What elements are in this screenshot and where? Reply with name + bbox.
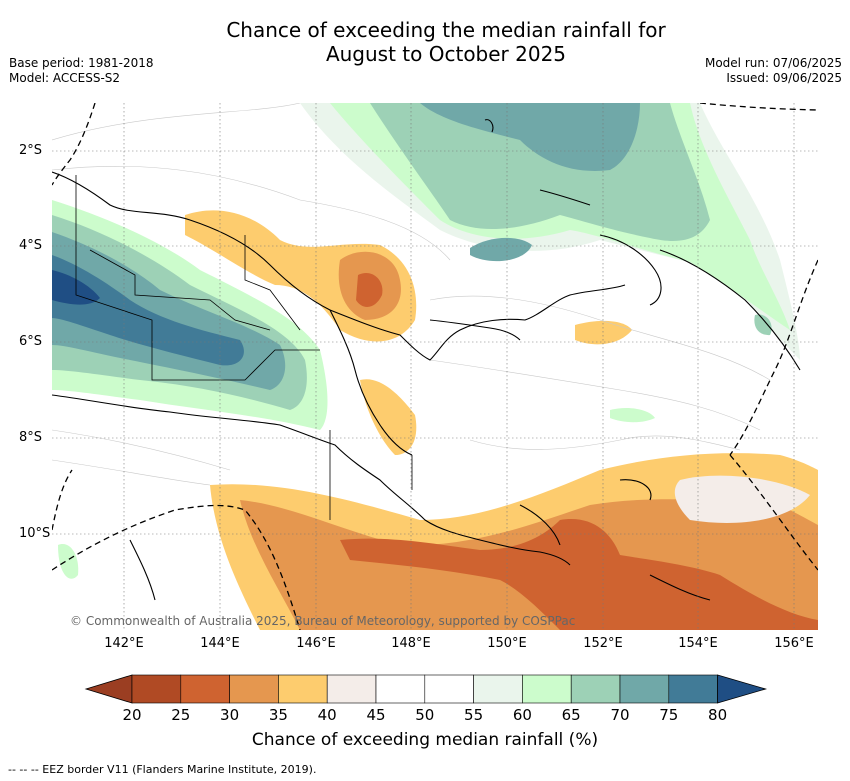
band-60-65-sw [58,544,79,579]
colorbar-label: Chance of exceeding median rainfall (%) [251,730,599,750]
colorbar-cell [180,674,230,704]
band-60-65-small [610,407,655,423]
colorbar-tick-label: 35 [268,706,288,724]
colorbar-tick-label: 50 [415,706,435,724]
colorbar-tick-label: 45 [366,706,386,724]
colorbar-tick-label: 75 [659,706,679,724]
issue-info: Model run: 07/06/2025 Issued: 09/06/2025 [705,56,842,86]
band-70-75-small [470,237,532,262]
colorbar-tick-label: 55 [464,706,484,724]
band-25-30-north [356,272,383,307]
colorbar-tick-label: 65 [561,706,581,724]
province-borders [75,175,413,520]
colorbar-cell [326,674,377,704]
band-35-40-mid [360,379,417,455]
band-25-30-south [340,519,818,630]
contour-lines [52,103,771,486]
colorbar-tick-label: 20 [122,706,142,724]
colorbar-tick-label: 25 [171,706,191,724]
copyright-notice: © Commonwealth of Australia 2025, Bureau… [70,614,576,628]
model-text: Model: ACCESS-S2 [9,71,121,85]
title-line-1: Chance of exceeding the median rainfall … [226,18,666,42]
eez-borders [52,103,818,630]
colorbar-tick-label: 70 [610,706,630,724]
rainfall-map [52,103,818,630]
colorbar-tick-label: 60 [512,706,532,724]
colorbar-cell [424,674,474,704]
colorbar-cell [619,674,670,704]
colorbar-cell [570,674,621,704]
title-line-2: August to October 2025 [325,42,567,66]
colorbar-cell [522,674,572,704]
colorbar-cell [473,674,523,704]
probability-field [52,103,818,630]
lat-label: 8°S [19,430,43,445]
lat-label: 6°S [19,334,43,349]
lon-label: 150°E [487,636,527,651]
band-70-75 [420,103,640,171]
colorbar-cell [229,674,279,704]
base-period-text: Base period: 1981-2018 [9,56,154,70]
lon-label: 146°E [296,636,336,651]
band-65-70-east [754,314,772,336]
colorbar-under-arrow [84,674,133,704]
coastline [52,119,801,601]
band-40-45-se [674,475,810,523]
colorbar-over-arrow [717,674,768,704]
lon-label: 156°E [774,636,814,651]
colorbar-tick-label: 80 [708,706,728,724]
colorbar-cell [278,674,328,704]
colorbar-cells [84,674,768,704]
model-info: Base period: 1981-2018 Model: ACCESS-S2 [9,56,154,86]
colorbar-cell [131,674,182,704]
lon-label: 144°E [200,636,240,651]
band-35-40-east [575,320,632,345]
lat-label: 4°S [19,238,43,253]
band-75-80-west [52,255,244,366]
colorbar-cell [375,674,426,704]
issued-text: Issued: 09/06/2025 [726,71,842,85]
map-title: Chance of exceeding the median rainfall … [0,18,850,66]
lon-label: 152°E [583,636,623,651]
colorbar-cell [668,674,718,704]
lon-label: 148°E [391,636,431,651]
model-run-text: Model run: 07/06/2025 [704,56,842,70]
colorbar-tick-label: 30 [220,706,240,724]
lon-label: 154°E [678,636,718,651]
lon-label: 142°E [104,636,144,651]
lat-label: 2°S [19,143,43,158]
eez-legend-note: -- -- -- EEZ border V11 (Flanders Marine… [8,763,317,776]
lat-label: 10°S [19,526,51,541]
colorbar-tick-label: 40 [317,706,337,724]
